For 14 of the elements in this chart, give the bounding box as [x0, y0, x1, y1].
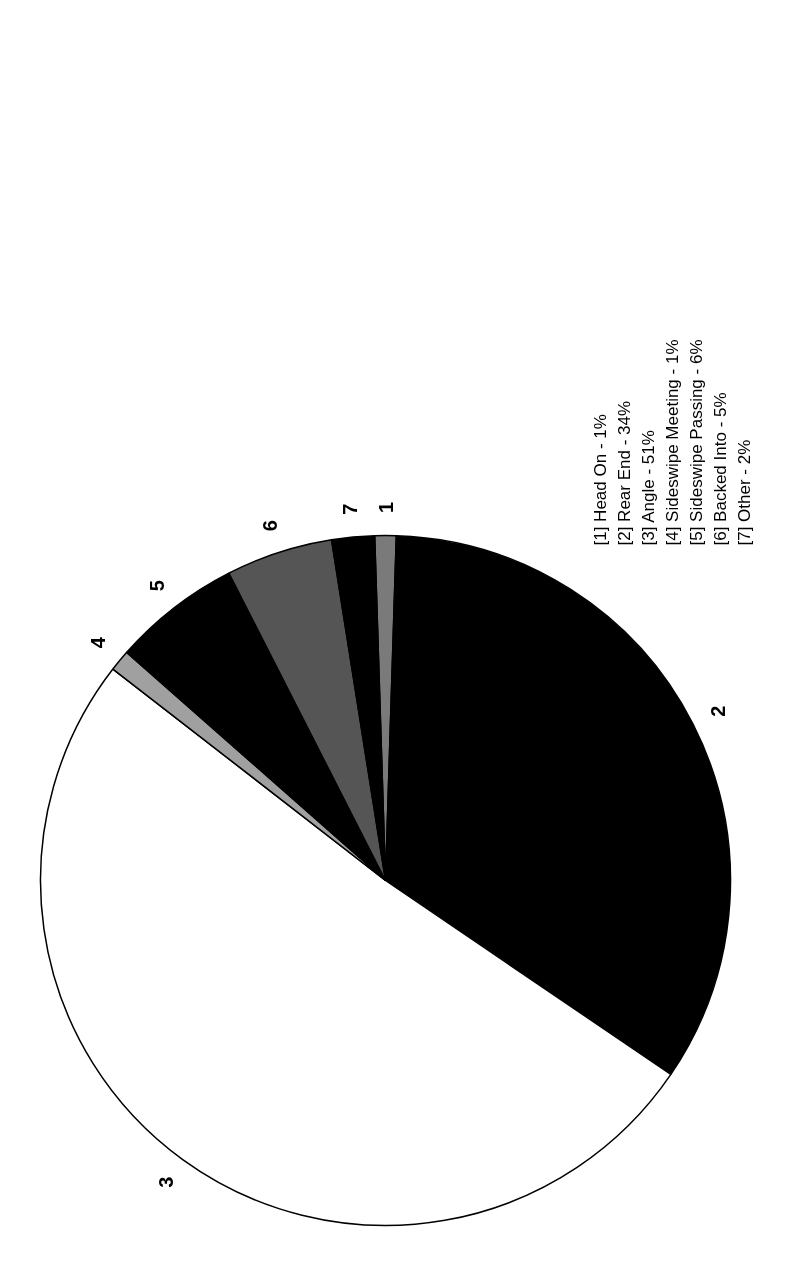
text: [4] Sideswipe Meeting - 1% [663, 339, 682, 546]
slice-label: 7 [339, 503, 362, 515]
slice-label: 1 [374, 501, 397, 514]
text: [5] Sideswipe Passing - 6% [687, 339, 706, 546]
text: [3] Angle - 51% [639, 430, 658, 546]
text: [2] Rear End - 34% [615, 400, 634, 546]
slice-label: 2 [706, 705, 729, 717]
text: [7] Other - 2% [735, 439, 754, 546]
slice-label: 6 [259, 520, 282, 532]
text: [6] Backed Into - 5% [711, 392, 730, 546]
text: [1] Head On - 1% [591, 414, 610, 546]
slice-label: 5 [145, 580, 168, 592]
slice-label: 4 [87, 636, 110, 649]
slice-label: 3 [155, 1176, 178, 1188]
